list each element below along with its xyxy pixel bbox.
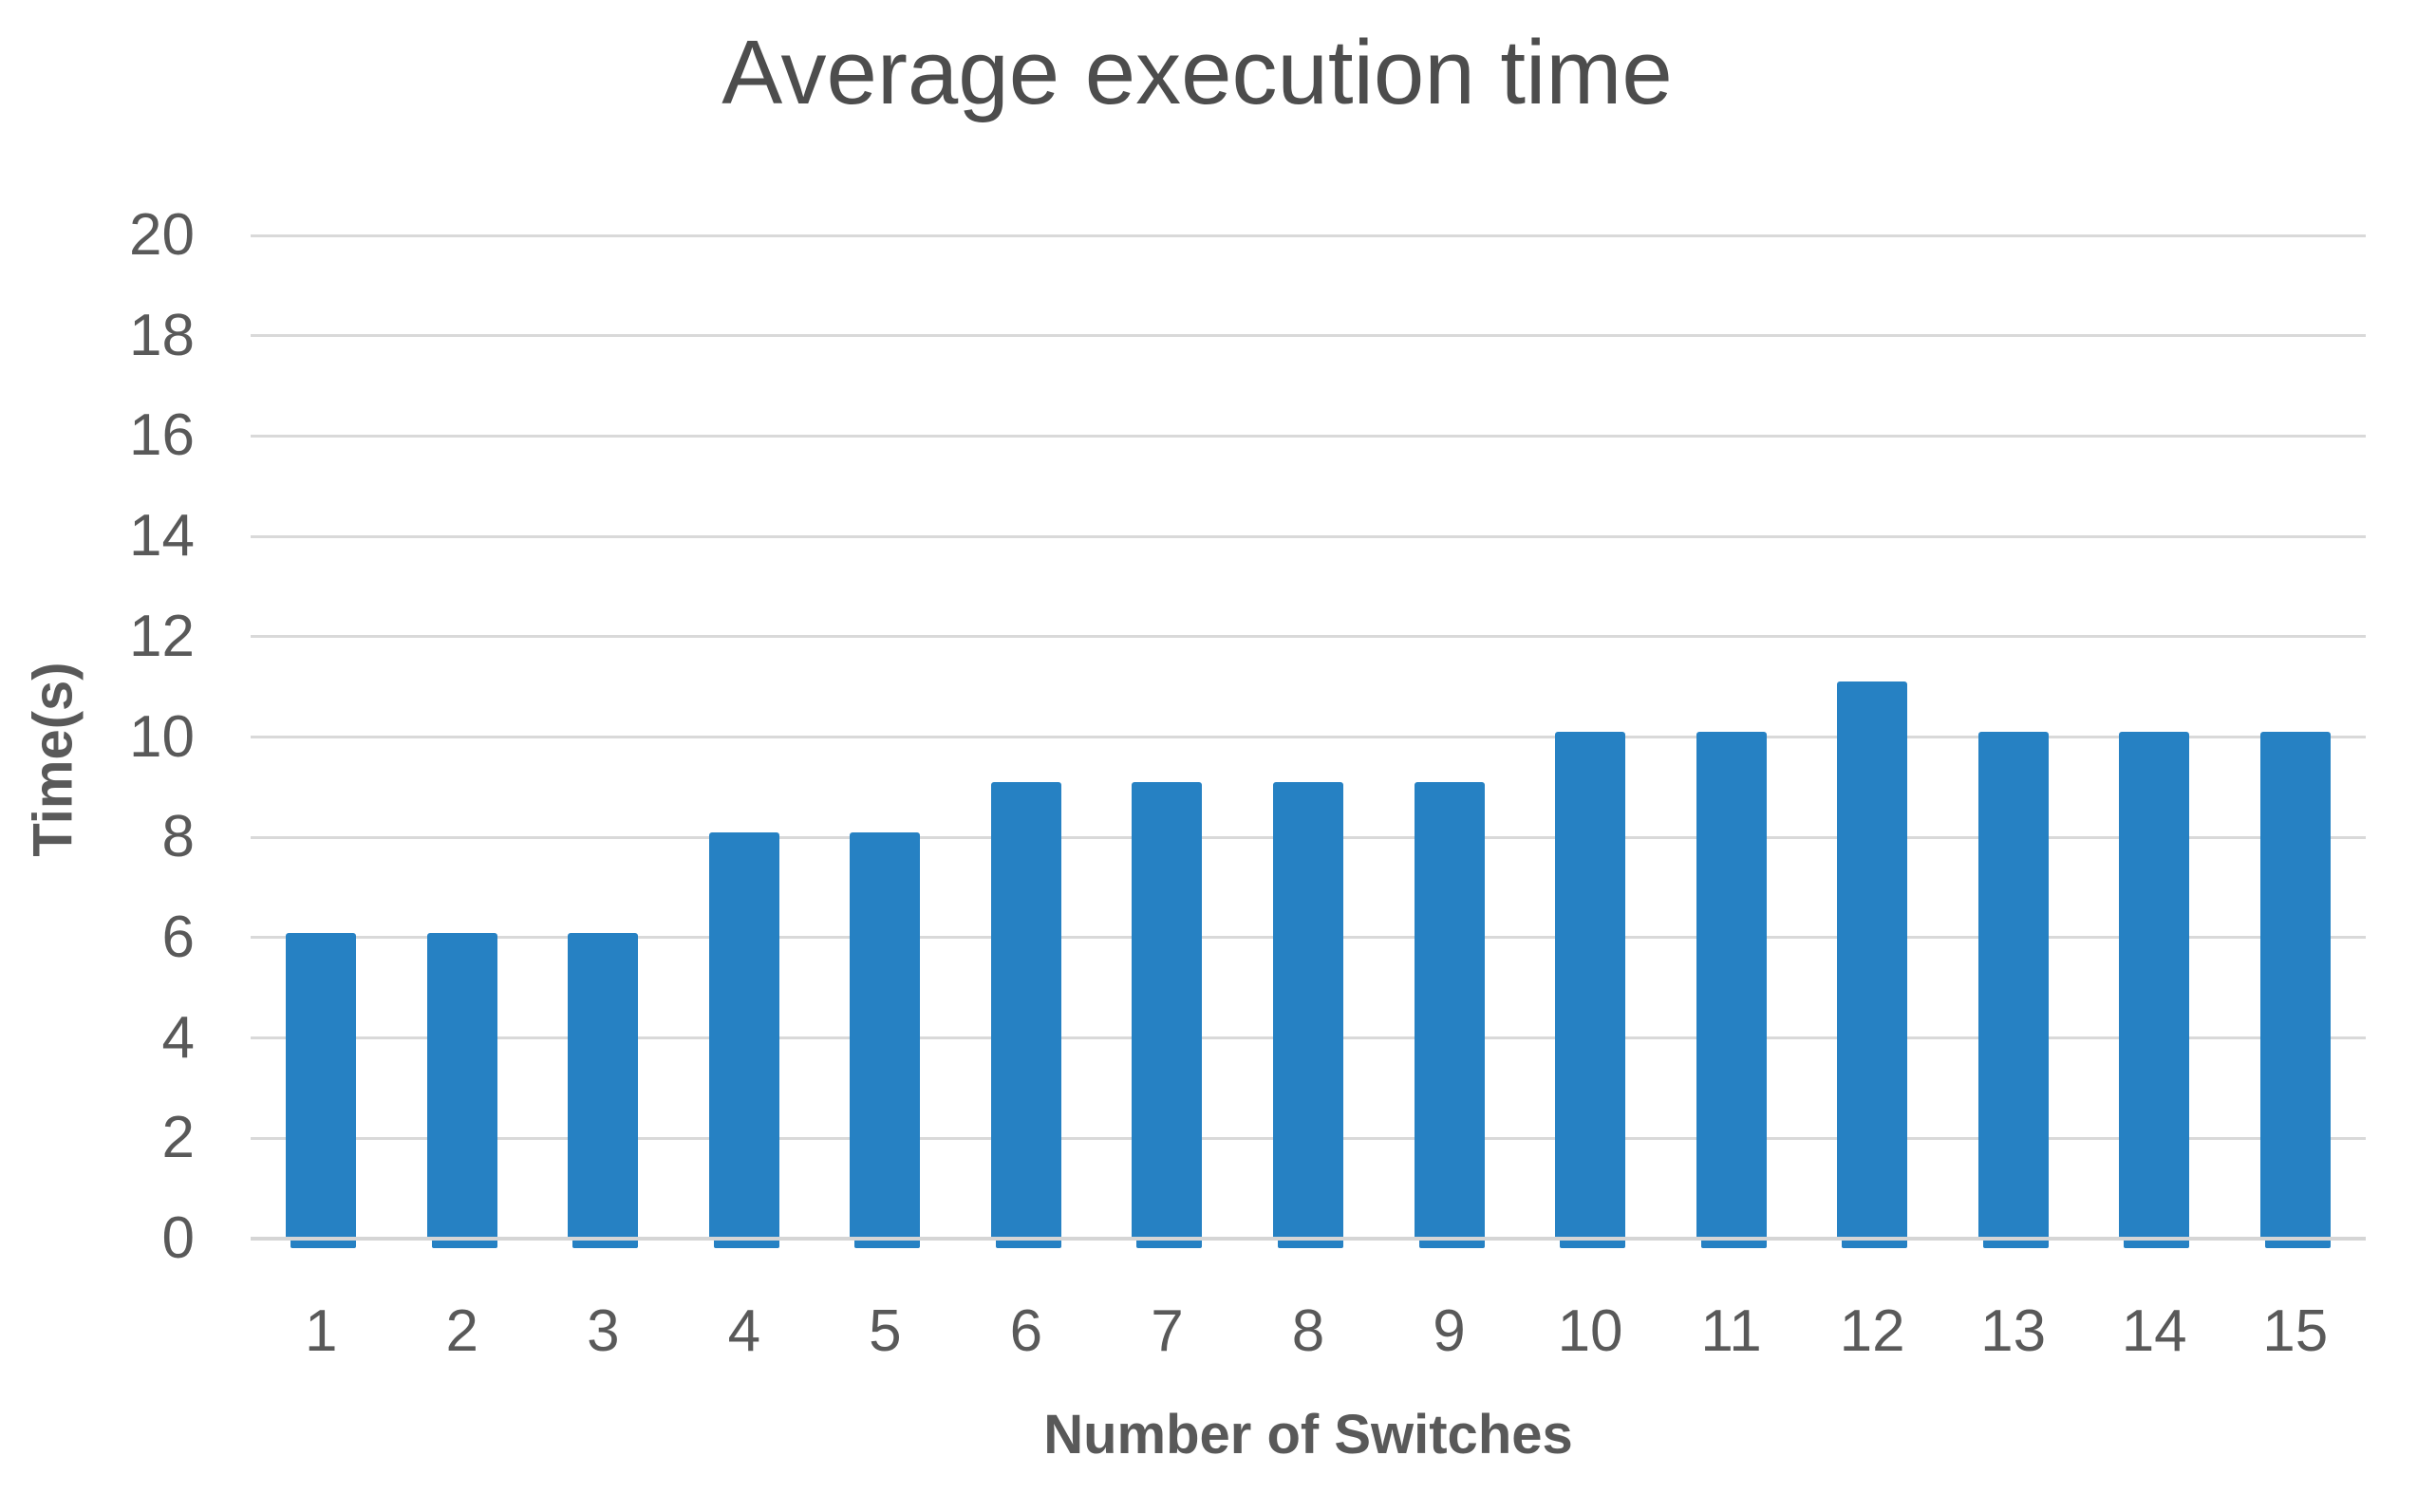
gridline-14 (251, 534, 2366, 538)
bar-switches-12 (1837, 681, 1908, 1248)
y-tick-label-16: 16 (129, 402, 195, 469)
y-tick-label-6: 6 (161, 904, 195, 970)
bar-base-tab-11 (1700, 1240, 1767, 1248)
gridline-18 (251, 334, 2366, 338)
x-tick-label-10: 10 (1557, 1298, 1623, 1364)
bar-switches-8 (1273, 782, 1343, 1248)
bar-base-tab-13 (1982, 1240, 2049, 1248)
x-tick-label-7: 7 (1151, 1298, 1184, 1364)
bar-switches-9 (1414, 782, 1485, 1248)
y-tick-label-18: 18 (129, 302, 195, 368)
x-tick-label-13: 13 (1980, 1298, 2047, 1364)
x-tick-label-9: 9 (1433, 1298, 1466, 1364)
bar-base-tab-1 (290, 1240, 357, 1248)
x-tick-label-1: 1 (305, 1298, 338, 1364)
bar-switches-14 (2119, 732, 2190, 1248)
bar-base-tab-14 (2124, 1240, 2190, 1248)
bar-switches-7 (1132, 782, 1203, 1248)
y-tick-label-4: 4 (161, 1004, 195, 1071)
bar-switches-5 (850, 831, 921, 1248)
gridline-10 (251, 736, 2366, 738)
x-tick-label-4: 4 (727, 1298, 761, 1364)
bar-base-tab-10 (1560, 1240, 1626, 1248)
bar-base-tab-15 (2264, 1240, 2331, 1248)
bar-switches-2 (426, 932, 497, 1248)
bar-base-tab-9 (1418, 1240, 1485, 1248)
x-tick-label-15: 15 (2262, 1298, 2329, 1364)
y-tick-label-8: 8 (161, 804, 195, 870)
bar-base-tab-6 (995, 1240, 1061, 1248)
x-tick-label-11: 11 (1700, 1298, 1762, 1364)
gridline-16 (251, 434, 2366, 438)
x-axis-line (251, 1237, 2366, 1241)
gridline-12 (251, 635, 2366, 639)
bar-switches-6 (990, 782, 1061, 1248)
bar-switches-4 (708, 831, 779, 1248)
bar-base-tab-4 (713, 1240, 779, 1248)
x-tick-label-14: 14 (2121, 1298, 2187, 1364)
y-tick-label-12: 12 (129, 603, 195, 669)
y-tick-label-20: 20 (129, 202, 195, 268)
x-tick-label-5: 5 (869, 1298, 902, 1364)
bar-switches-3 (568, 932, 639, 1248)
y-tick-label-2: 2 (161, 1105, 195, 1171)
bar-base-tab-7 (1136, 1240, 1203, 1248)
x-tick-label-3: 3 (587, 1298, 620, 1364)
bar-switches-15 (2259, 732, 2331, 1248)
bar-base-tab-5 (854, 1240, 921, 1248)
bar-switches-10 (1555, 732, 1626, 1248)
x-tick-label-12: 12 (1839, 1298, 1905, 1364)
bar-base-tab-12 (1842, 1240, 1908, 1248)
x-tick-label-2: 2 (445, 1298, 479, 1364)
bar-base-tab-2 (431, 1240, 497, 1248)
gridline-20 (251, 233, 2366, 237)
y-tick-label-14: 14 (129, 503, 195, 569)
x-tick-label-6: 6 (1009, 1298, 1043, 1364)
y-axis-title: Time(s) (22, 662, 84, 857)
x-tick-label-8: 8 (1291, 1298, 1325, 1364)
bar-switches-13 (1977, 732, 2049, 1248)
bar-switches-1 (286, 932, 357, 1248)
x-axis-title: Number of Switches (1043, 1404, 1573, 1465)
y-tick-label-0: 0 (161, 1205, 195, 1271)
bar-base-tab-3 (572, 1240, 639, 1248)
y-tick-label-10: 10 (129, 703, 195, 770)
plot-area (251, 233, 2366, 1248)
chart-title: Average execution time (721, 22, 1673, 123)
bar-switches-11 (1696, 732, 1767, 1248)
bar-base-tab-8 (1278, 1240, 1343, 1248)
